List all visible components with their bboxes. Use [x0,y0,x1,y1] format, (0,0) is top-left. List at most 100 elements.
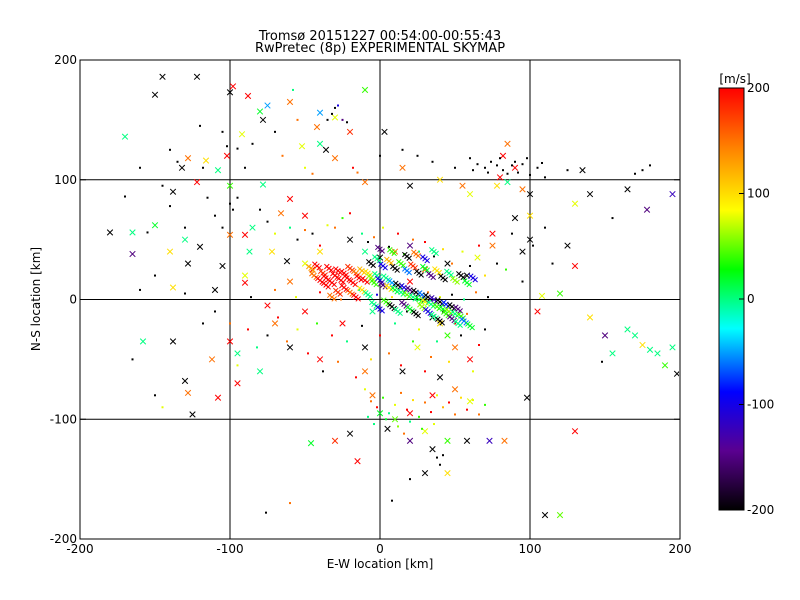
x-marker [184,389,192,397]
x-marker [181,377,189,385]
x-marker [193,73,201,80]
dot-marker [566,169,569,172]
dot-marker [521,163,524,166]
dot-marker [274,232,276,235]
x-marker [226,182,234,189]
dot-marker [412,399,414,402]
x-marker [322,146,330,153]
dot-marker [401,148,404,151]
dot-marker [517,171,519,174]
cluster-marker [402,251,412,261]
dot-marker [526,157,528,160]
x-marker [193,178,201,186]
dot-marker [358,288,360,291]
cluster-marker [429,247,439,257]
dot-marker [266,334,269,337]
x-marker [286,195,294,203]
dot-marker [247,328,249,331]
dot-marker [274,288,276,291]
x-marker [196,243,204,250]
dot-marker [266,220,269,223]
x-marker [586,314,594,321]
colorbar-tick-label: -200 [747,503,774,517]
dot-marker [436,340,438,343]
x-marker [264,102,271,109]
dot-marker [505,268,507,271]
cluster-marker [426,270,436,281]
x-marker [451,386,459,393]
x-marker [466,398,474,405]
dot-marker [400,364,402,367]
x-marker [151,222,159,229]
x-marker [406,410,414,417]
x-marker [226,231,234,238]
dot-marker [161,184,164,187]
x-marker [564,242,571,249]
x-marker [241,272,249,279]
x-marker [556,290,564,297]
x-marker [579,167,586,174]
dot-marker [244,166,246,169]
dot-marker [475,291,477,294]
x-marker [202,157,210,164]
cluster-marker [351,292,361,302]
dot-marker [499,157,501,160]
dot-marker [352,166,354,169]
dot-marker [421,427,423,430]
cluster-marker [438,273,448,283]
dot-marker [311,172,314,175]
dot-marker [214,310,216,313]
dot-marker [229,322,231,325]
cluster-marker [348,278,358,288]
x-marker [259,116,267,124]
dot-marker [397,425,399,428]
dot-marker [412,340,414,343]
x-marker [504,140,511,147]
dot-marker [529,173,531,176]
x-marker [256,368,264,375]
colorbar-tick-label: -100 [747,398,774,412]
x-marker [286,98,294,106]
cluster-marker [324,263,334,273]
x-marker [189,411,196,418]
dot-marker [124,195,126,198]
x-marker [571,428,579,435]
dot-marker [373,423,375,426]
dot-marker [487,296,489,299]
dot-marker [176,160,179,163]
dot-marker [484,166,486,169]
dot-marker [251,142,254,145]
cluster-marker [420,254,430,264]
cluster-marker [372,254,382,264]
dot-marker [472,370,474,373]
cluster-marker [387,247,397,257]
dot-marker [406,408,408,411]
grid-lines [80,60,680,539]
x-marker [139,338,147,345]
x-marker [129,250,136,258]
x-marker [316,109,324,116]
dot-marker [334,226,336,229]
dot-marker [184,226,186,229]
x-marker [361,86,369,94]
x-marker [436,320,444,327]
x-marker [277,210,285,217]
dot-marker [487,171,489,174]
x-marker [511,214,519,222]
x-marker [519,248,526,255]
x-marker [264,302,271,309]
dot-marker [296,118,299,121]
x-marker [624,186,631,193]
dot-marker [433,423,435,426]
x-axis-label: E-W location [km] [327,557,434,571]
dot-marker [403,432,405,435]
x-marker [526,212,534,219]
dot-marker [322,370,324,373]
dot-marker [496,164,498,167]
x-marker [339,320,346,327]
x-marker [214,394,222,401]
dot-marker [356,171,359,174]
dot-marker [536,166,539,169]
dot-marker [236,147,239,150]
dot-marker [544,226,546,229]
